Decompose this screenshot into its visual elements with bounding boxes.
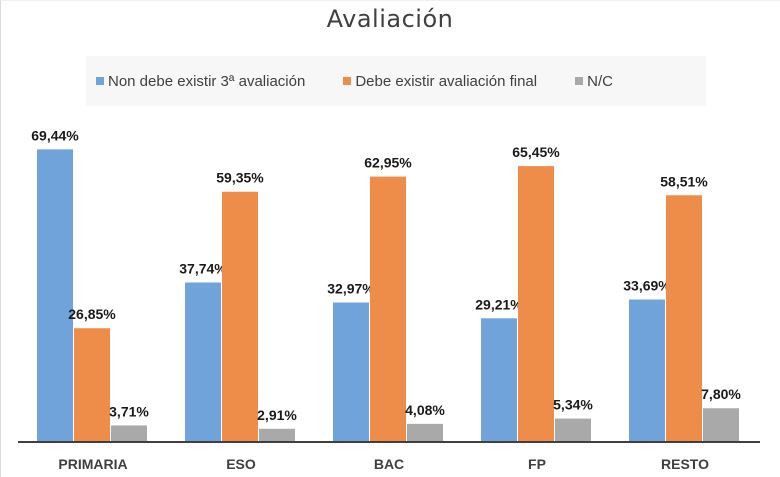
legend-label: N/C bbox=[587, 72, 613, 90]
legend-label: Debe existir avaliación final bbox=[355, 72, 538, 90]
bar-bac-series-1 bbox=[370, 176, 406, 442]
legend-item-nc: N/C bbox=[575, 73, 613, 90]
chart-title: Avaliación bbox=[326, 5, 454, 33]
bar-primaria-series-0 bbox=[37, 149, 73, 442]
category-label-primaria: PRIMARIA bbox=[58, 456, 127, 472]
data-label: 32,97% bbox=[327, 281, 375, 297]
data-label: 5,34% bbox=[553, 397, 593, 413]
legend: Non debe existir 3ª avaliación Debe exis… bbox=[86, 56, 706, 106]
data-label: 7,80% bbox=[701, 386, 741, 402]
data-label: 2,91% bbox=[257, 407, 297, 423]
category-label-bac: BAC bbox=[374, 456, 404, 472]
bar-fp-series-0 bbox=[481, 318, 517, 441]
legend-swatch-icon bbox=[575, 77, 584, 85]
bar-resto-series-1 bbox=[666, 195, 702, 441]
bar-primaria-series-2 bbox=[111, 425, 147, 441]
bar-fp-series-2 bbox=[555, 418, 591, 441]
data-label: 33,69% bbox=[623, 278, 671, 294]
bar-bac-series-0 bbox=[333, 302, 369, 441]
data-label: 58,51% bbox=[660, 173, 708, 189]
bar-bac-series-2 bbox=[407, 423, 443, 441]
data-label: 3,71% bbox=[109, 403, 149, 419]
legend-swatch-icon bbox=[343, 77, 352, 85]
bar-eso-series-2 bbox=[259, 428, 295, 441]
legend-item-debe: Debe existir avaliación final bbox=[343, 73, 537, 90]
data-label: 65,45% bbox=[512, 144, 560, 160]
data-label: 62,95% bbox=[364, 155, 412, 171]
legend-label: Non debe existir 3ª avaliación bbox=[108, 72, 306, 90]
legend-item-non-debe: Non debe existir 3ª avaliación bbox=[96, 73, 305, 90]
data-label: 29,21% bbox=[475, 296, 523, 312]
data-label: 4,08% bbox=[405, 402, 445, 418]
data-label: 26,85% bbox=[68, 306, 116, 322]
legend-swatch-icon bbox=[96, 77, 104, 85]
data-label: 59,35% bbox=[216, 170, 264, 186]
bar-resto-series-0 bbox=[629, 299, 665, 441]
category-label-resto: RESTO bbox=[661, 456, 709, 472]
bar-fp-series-1 bbox=[518, 166, 554, 442]
bar-eso-series-0 bbox=[185, 282, 221, 441]
data-label: 37,74% bbox=[179, 260, 227, 276]
bar-resto-series-2 bbox=[703, 408, 739, 441]
bar-primaria-series-1 bbox=[74, 328, 110, 441]
category-label-eso: ESO bbox=[226, 456, 256, 472]
data-label: 69,44% bbox=[31, 127, 79, 143]
bar-eso-series-1 bbox=[222, 191, 258, 441]
category-label-fp: FP bbox=[528, 456, 546, 472]
